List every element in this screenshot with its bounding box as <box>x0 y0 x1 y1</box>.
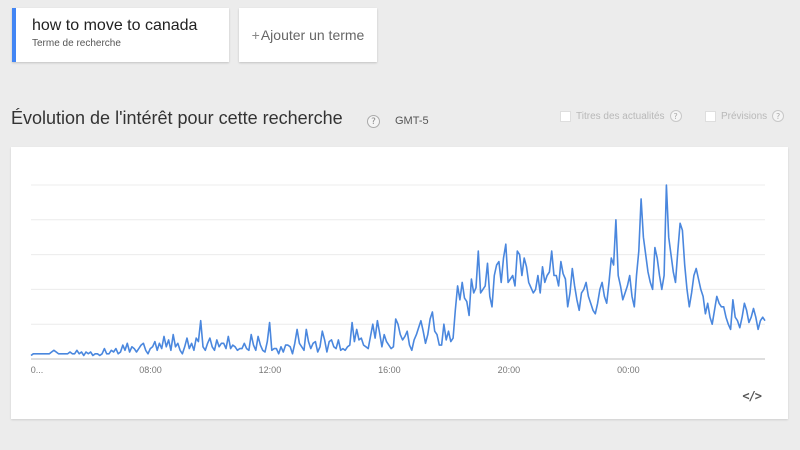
series-line[interactable] <box>30 184 766 357</box>
interest-over-time-chart[interactable]: 0... 08:00 12:00 16:00 20:00 00:00 <box>11 147 788 419</box>
x-tick-label: 00:00 <box>617 365 640 375</box>
news-headlines-option[interactable]: Titres des actualités ? <box>560 110 682 122</box>
forecast-label: Prévisions <box>721 110 768 122</box>
search-term-title[interactable]: how to move to canada <box>32 17 198 34</box>
add-term-button[interactable]: + Ajouter un terme <box>239 8 377 62</box>
search-term-card[interactable]: how to move to canada Terme de recherche <box>12 8 229 62</box>
news-headlines-label: Titres des actualités <box>576 110 665 122</box>
x-tick-label: 20:00 <box>498 365 521 375</box>
interest-chart-card: 0... 08:00 12:00 16:00 20:00 00:00 </> <box>11 147 788 419</box>
x-tick-label: 16:00 <box>378 365 401 375</box>
add-term-label: Ajouter un terme <box>260 27 365 43</box>
search-term-subtitle: Terme de recherche <box>32 38 121 49</box>
forecast-checkbox[interactable] <box>705 110 716 122</box>
x-tick-label: 0... <box>31 365 44 375</box>
embed-code-icon[interactable]: </> <box>742 389 762 403</box>
section-title: Évolution de l'intérêt pour cette recher… <box>11 108 343 128</box>
help-icon[interactable]: ? <box>367 115 380 128</box>
plus-icon: + <box>251 27 260 43</box>
help-icon[interactable]: ? <box>772 110 785 122</box>
timezone-label: GMT-5 <box>395 115 429 127</box>
news-headlines-checkbox[interactable] <box>560 110 571 122</box>
forecast-option[interactable]: Prévisions ? <box>705 110 785 122</box>
x-tick-label: 08:00 <box>139 365 162 375</box>
help-icon[interactable]: ? <box>669 110 682 122</box>
x-tick-label: 12:00 <box>259 365 282 375</box>
